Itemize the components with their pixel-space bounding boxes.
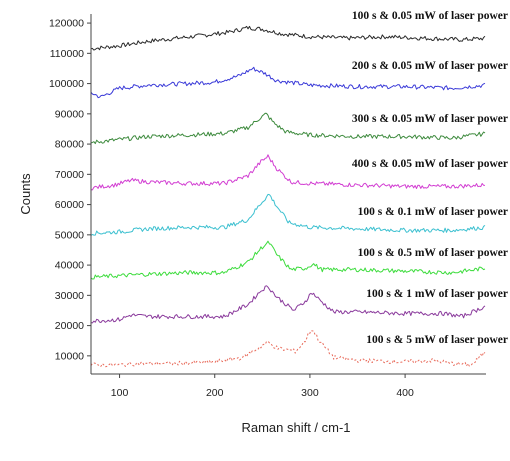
x-tick-label: 300 (301, 387, 319, 399)
y-tick-label: 50000 (55, 229, 84, 241)
series-line-8 (90, 330, 486, 368)
y-tick-label: 30000 (55, 290, 84, 302)
y-tick-label: 10000 (55, 350, 84, 362)
series-label-4: 400 s & 0.05 mW of laser power (352, 158, 508, 170)
y-tick-label: 60000 (55, 199, 84, 211)
y-tick-label: 100000 (49, 78, 84, 90)
x-tick-label: 100 (111, 387, 129, 399)
y-tick-label: 80000 (55, 139, 84, 151)
series-line-7 (90, 285, 486, 324)
y-tick-label: 120000 (49, 18, 84, 30)
series-label-8: 100 s & 5 mW of laser power (366, 334, 508, 346)
series-line-2 (90, 66, 486, 99)
series-label-7: 100 s & 1 mW of laser power (366, 288, 508, 300)
series-label-2: 200 s & 0.05 mW of laser power (352, 60, 508, 72)
series-label-6: 100 s & 0.5 mW of laser power (358, 247, 508, 259)
series-line-4 (90, 154, 486, 191)
axes (90, 14, 486, 375)
y-axis-title: Counts (18, 173, 33, 215)
x-tick-label: 200 (206, 387, 224, 399)
series-labels: 100 s & 0.05 mW of laser power 200 s & 0.… (352, 10, 508, 346)
y-tick-label: 40000 (55, 260, 84, 272)
plot-area (90, 25, 486, 368)
ticks: 10000 20000 30000 40000 50000 60000 70000 80000… (49, 18, 414, 399)
y-tick-label: 20000 (55, 320, 84, 332)
y-tick-label: 70000 (55, 169, 84, 181)
x-tick-label: 400 (396, 387, 414, 399)
series-label-3: 300 s & 0.05 mW of laser power (352, 113, 508, 125)
y-tick-label: 90000 (55, 108, 84, 120)
series-label-1: 100 s & 0.05 mW of laser power (352, 10, 508, 22)
series-label-5: 100 s & 0.1 mW of laser power (358, 206, 508, 218)
series-line-6 (90, 240, 486, 280)
series-line-1 (90, 25, 486, 51)
x-axis-title: Raman shift / cm-1 (241, 420, 350, 435)
series-line-3 (90, 112, 486, 145)
y-tick-label: 110000 (50, 48, 84, 60)
series-line-5 (90, 193, 486, 236)
